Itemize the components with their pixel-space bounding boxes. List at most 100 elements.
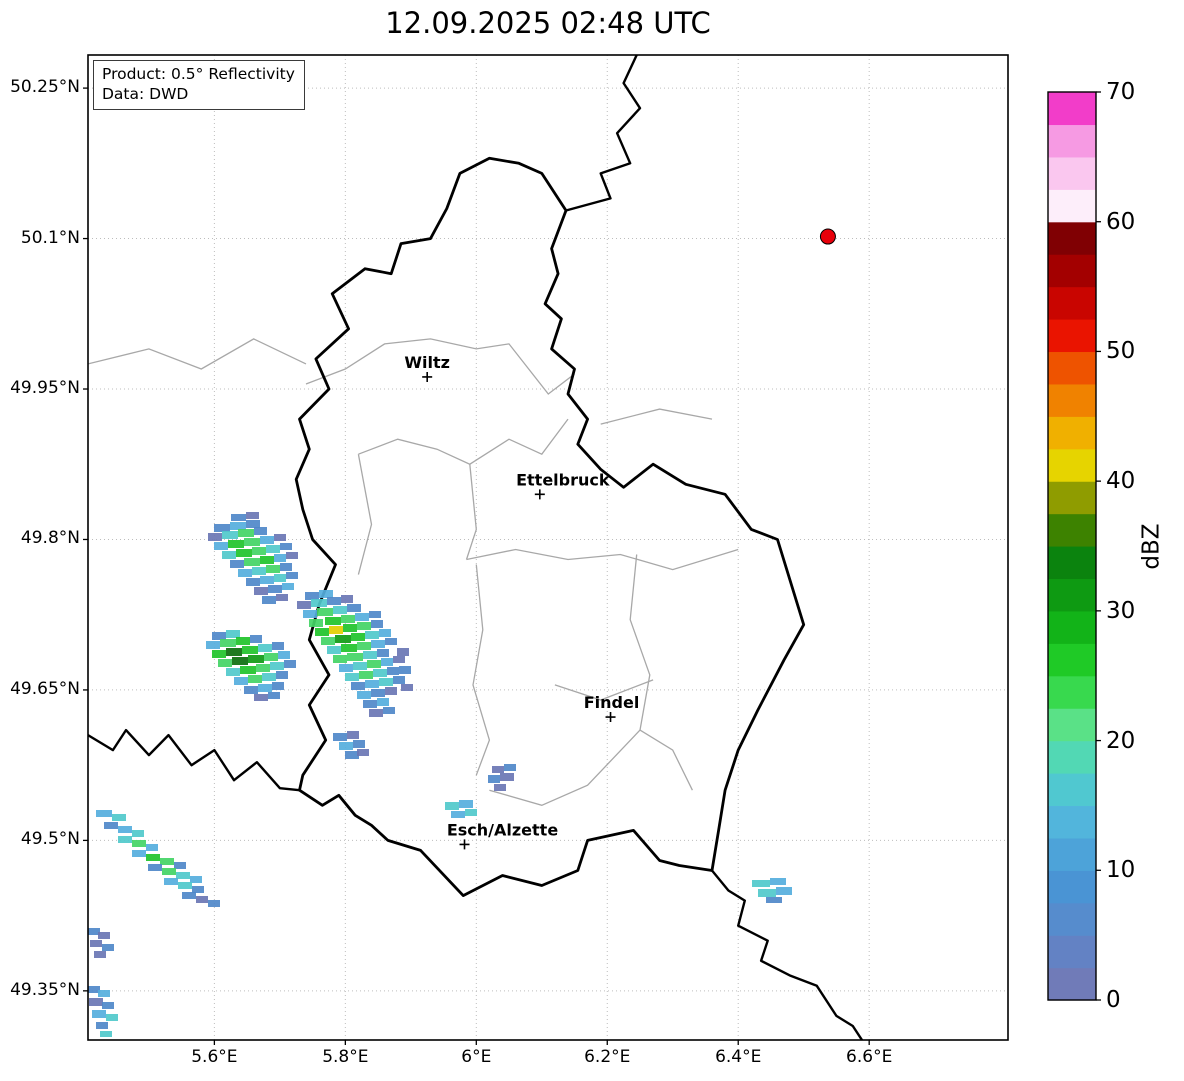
radar-echo-cell <box>160 858 174 865</box>
radar-echo-cell <box>102 1002 114 1009</box>
city-label: Esch/Alzette <box>447 820 559 839</box>
radar-echo-cell <box>327 646 341 654</box>
radar-echo-cell <box>238 529 254 537</box>
y-tick-label: 49.35°N <box>10 979 80 1000</box>
radar-echo-cell <box>341 615 355 623</box>
radar-echo-cell <box>174 862 186 869</box>
y-tick-label: 49.8°N <box>20 528 80 549</box>
radar-echo-cell <box>268 585 282 593</box>
y-tick-label: 50.1°N <box>20 227 80 248</box>
radar-echo-cell <box>383 707 395 714</box>
radar-echo-cell <box>339 664 353 672</box>
radar-echo-cell <box>96 810 112 817</box>
radar-echo-cell <box>317 608 333 616</box>
radar-echo-cell <box>339 742 353 750</box>
radar-echo-cell <box>280 543 292 550</box>
radar-echo-cell <box>752 880 770 887</box>
radar-echo-cell <box>345 751 359 759</box>
radar-echo-cell <box>385 687 397 695</box>
radar-echo-cell <box>280 563 292 571</box>
country-border-france-germany <box>710 869 864 1040</box>
colorbar-step <box>1048 773 1096 807</box>
colorbar-step <box>1048 513 1096 547</box>
radar-echo-cell <box>89 998 103 1006</box>
radar-echo-cell <box>371 640 385 648</box>
radar-echo-cell <box>397 648 409 656</box>
radar-echo-cell <box>367 660 381 668</box>
x-tick-label: 6.4°E <box>715 1047 762 1067</box>
radar-echo-cell <box>226 668 240 676</box>
radar-echo-cell <box>377 698 389 706</box>
radar-echo-cell <box>238 569 252 577</box>
radar-echo-cell <box>146 844 158 851</box>
grid-lines <box>88 55 1008 1040</box>
radar-echo-cell <box>333 655 347 663</box>
radar-echo-cell <box>178 882 192 889</box>
radar-echo-cell <box>98 932 110 939</box>
district-border <box>489 729 641 806</box>
radar-echo-cell <box>212 632 226 640</box>
district-border <box>472 564 491 776</box>
radar-echo-cell <box>393 676 405 684</box>
district-border <box>88 338 307 370</box>
radar-echo-cell <box>359 671 373 679</box>
radar-echo-cell <box>96 1022 108 1029</box>
radar-echo-cell <box>112 814 126 821</box>
radar-echo-cell <box>240 666 256 674</box>
radar-echo-cell <box>500 773 514 781</box>
radar-echo-cell <box>192 886 204 893</box>
radar-echo-cell <box>387 667 399 675</box>
colorbar-step <box>1048 124 1096 158</box>
radar-echo-cell <box>226 648 242 656</box>
radar-echo-cell <box>357 642 371 650</box>
colorbar-step <box>1048 92 1096 126</box>
radar-echo-cell <box>272 682 284 690</box>
colorbar-tick-label: 70 <box>1106 79 1136 105</box>
colorbar-step <box>1048 805 1096 839</box>
map-frame <box>87 54 1009 1041</box>
radar-echo-cell <box>341 595 353 603</box>
radar-echo-cell <box>230 560 244 568</box>
radar-echo-cell <box>451 811 465 818</box>
radar-echo-cell <box>371 620 383 628</box>
radar-echo-cell <box>262 673 276 681</box>
radar-echo-cell <box>319 590 333 598</box>
colorbar-step <box>1048 448 1096 482</box>
colorbar-step <box>1048 286 1096 320</box>
district-border <box>639 729 693 791</box>
radar-echo-cell <box>365 680 379 688</box>
x-tick-label: 5.8°E <box>322 1047 369 1067</box>
colorbar-step <box>1048 156 1096 190</box>
district-borders <box>88 338 739 806</box>
radar-echo-cell <box>369 611 381 618</box>
colorbar-step <box>1048 643 1096 677</box>
radar-echo-cell <box>492 766 504 773</box>
radar-echo-cell <box>232 657 248 665</box>
radar-echo-cell <box>266 565 280 573</box>
radar-echo-cell <box>92 1010 106 1018</box>
radar-echo-cell <box>196 896 208 903</box>
radar-echo-cell <box>309 619 323 627</box>
radar-echo-cell <box>100 1031 112 1037</box>
radar-echo-cell <box>351 633 365 641</box>
radar-echo-cell <box>270 662 284 670</box>
radar-echo-cell <box>132 830 144 837</box>
radar-echo-cell <box>465 809 477 816</box>
radar-echo-cell <box>353 740 365 748</box>
colorbar-step <box>1048 675 1096 709</box>
radar-echo-cell <box>357 622 371 630</box>
radar-echo-cell <box>399 666 411 674</box>
radar-echo-cell <box>303 610 317 618</box>
radar-echo-cell <box>401 684 413 691</box>
colorbar-step <box>1048 902 1096 936</box>
radar-echo-cell <box>218 659 232 667</box>
radar-echo-cell <box>106 1014 118 1021</box>
radar-echo-cell <box>276 594 288 601</box>
radar-echo-cell <box>335 635 351 643</box>
radar-echo-cell <box>327 597 341 605</box>
radar-echo-cell <box>276 671 288 679</box>
district-border <box>305 338 575 395</box>
radar-echo-cell <box>254 694 268 701</box>
radar-echo-cell <box>90 940 102 947</box>
radar-echo-cell <box>190 876 202 883</box>
